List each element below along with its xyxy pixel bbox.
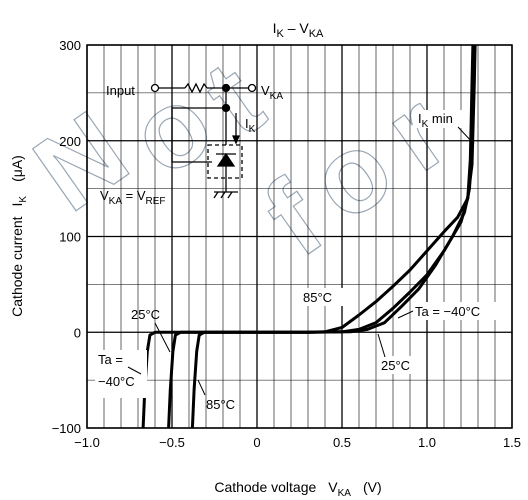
x-tick-label: −1.0: [74, 435, 100, 450]
ik-min-label: IK min: [418, 111, 453, 130]
inset-vka-label: VKA: [261, 83, 283, 102]
inset-vka-eq-vref: VKA = VREF: [100, 188, 166, 207]
x-tick-label: 1.5: [503, 435, 521, 450]
left-25c-label: 25°C: [131, 307, 160, 322]
right-85c-label: 85°C: [303, 290, 332, 305]
x-tick-label: 1.0: [418, 435, 436, 450]
vka-terminal: [247, 83, 257, 93]
tick-labels: −1.0 −0.5 0 0.5 1.0 1.5 −100 0 100 200 300: [52, 38, 521, 450]
right-25c-leader: [377, 333, 386, 358]
right-85c-bg: [302, 288, 350, 306]
y-tick-label: 300: [59, 38, 81, 53]
chart-title: IK – VKA: [273, 20, 324, 40]
x-tick-label: 0: [253, 435, 260, 450]
ground-hatch-3: [227, 191, 233, 199]
left-85c-label: 85°C: [206, 397, 235, 412]
left-ta-label-1: Ta =: [98, 352, 123, 367]
input-terminal: [150, 83, 160, 93]
right-ta-bg: [412, 302, 498, 320]
left-ta-label-2: −40°C: [98, 374, 135, 389]
right-25c-bg: [380, 356, 424, 374]
test-circuit-inset: Input VKA IK VKA = VREF: [100, 82, 283, 207]
right-ta-leader: [397, 310, 414, 319]
left-ta-bg: [95, 350, 147, 398]
x-tick-label: −0.5: [159, 435, 185, 450]
left-ta-leader: [127, 366, 142, 375]
y-tick-label: −100: [52, 421, 81, 436]
ground-hatch-2: [220, 191, 226, 199]
right-25c-label: 25°C: [381, 358, 410, 373]
ik-arrow-head: [232, 135, 240, 145]
inset-input-label: Input: [106, 83, 135, 98]
not-for-new-design-watermark: N o t f o r: [13, 37, 470, 280]
x-axis-label: Cathode voltage VKA (V): [214, 479, 381, 499]
input-resistor: [184, 82, 208, 94]
y-tick-label: 100: [59, 230, 81, 245]
curve-annotations: IK min 25°C Ta = −40°C 85°C 85°C Ta = −4…: [95, 110, 498, 412]
inset-ik-label: IK: [245, 116, 256, 135]
right-ta-label: Ta = −40°C: [415, 304, 480, 319]
plot-frame: [86, 44, 513, 429]
ik-min-leader: [457, 126, 475, 145]
curve-series-3: [190, 44, 477, 429]
left-85c-leader: [197, 379, 206, 396]
ik-min-label-bg: [416, 110, 466, 128]
x-tick-label: 0.5: [333, 435, 351, 450]
y-tick-label: 200: [59, 134, 81, 149]
y-axis-label: Cathode currentIK(μA): [9, 155, 29, 317]
left-25c-leader: [154, 322, 171, 353]
curve-series: [141, 44, 477, 429]
shunt-regulator-box: [207, 144, 243, 179]
ref-feedback-wire: [171, 107, 226, 163]
ground-hatch-1: [213, 191, 219, 199]
y-tick-label: 0: [74, 325, 81, 340]
